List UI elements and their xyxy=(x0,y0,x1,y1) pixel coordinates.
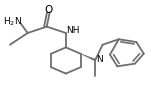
Text: NH: NH xyxy=(66,26,79,35)
Text: O: O xyxy=(44,5,52,15)
Text: N: N xyxy=(96,55,103,64)
Polygon shape xyxy=(80,54,96,61)
Text: H$_2$N: H$_2$N xyxy=(3,16,22,28)
